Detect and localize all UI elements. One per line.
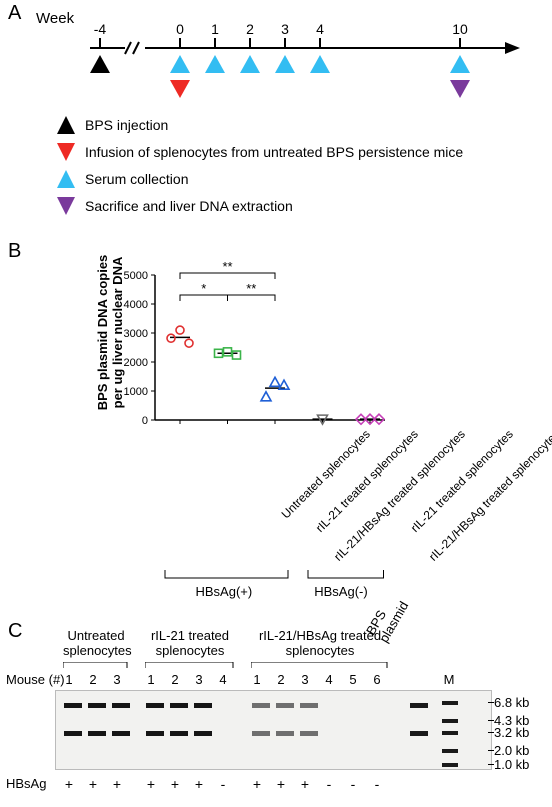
panel-c-label: C: [8, 620, 22, 643]
legend-item: BPS injection: [55, 115, 168, 135]
legend-item: Serum collection: [55, 169, 189, 189]
hbsag-sign: +: [83, 776, 103, 792]
kb-label: 1.0 kb: [494, 757, 529, 772]
svg-text:*: *: [201, 281, 206, 296]
hbsag-sign: +: [165, 776, 185, 792]
group-bracket-label: HBsAg(+): [196, 584, 253, 599]
hbsag-sign: +: [107, 776, 127, 792]
kb-label: 2.0 kb: [494, 743, 529, 758]
svg-text:**: **: [222, 259, 232, 274]
hbsag-sign: -: [367, 776, 387, 792]
svg-text:10: 10: [452, 21, 468, 37]
lane-number: 1: [247, 672, 267, 687]
hbsag-sign: -: [213, 776, 233, 792]
lane-number: 6: [367, 672, 387, 687]
gel-image: [55, 690, 492, 770]
timeline: -4 0 1 2 3 4 10: [0, 0, 552, 110]
gel-group-header: rIL-21 treatedsplenocytes: [145, 628, 235, 658]
lane-number: 2: [83, 672, 103, 687]
kb-label: 3.2 kb: [494, 725, 529, 740]
hbsag-sign: +: [189, 776, 209, 792]
lane-number: 4: [213, 672, 233, 687]
hbsag-sign: +: [247, 776, 267, 792]
hbsag-sign: +: [141, 776, 161, 792]
lane-number: 5: [343, 672, 363, 687]
lane-number: 3: [295, 672, 315, 687]
mouse-number-label: Mouse (#): [6, 672, 65, 687]
svg-text:0: 0: [142, 415, 148, 427]
svg-text:1000: 1000: [124, 386, 148, 398]
svg-text:2: 2: [246, 21, 254, 37]
legend-item: Sacrifice and liver DNA extraction: [55, 196, 293, 216]
svg-text:4000: 4000: [124, 299, 148, 311]
scatter-plot: 010002000300040005000*****: [110, 255, 410, 430]
hbsag-sign: +: [271, 776, 291, 792]
svg-text:3000: 3000: [124, 328, 148, 340]
lane-number: 1: [141, 672, 161, 687]
y-axis-label: BPS plasmid DNA copiesper ug liver nucle…: [95, 250, 125, 415]
svg-text:3: 3: [281, 21, 289, 37]
hbsag-sign: +: [59, 776, 79, 792]
svg-text:**: **: [246, 281, 256, 296]
hbsag-label: HBsAg: [6, 776, 46, 791]
svg-text:-4: -4: [94, 21, 107, 37]
svg-text:0: 0: [176, 21, 184, 37]
svg-text:2000: 2000: [124, 357, 148, 369]
lane-number: 2: [271, 672, 291, 687]
ladder-label: M: [439, 672, 459, 687]
group-bracket-label: HBsAg(-): [314, 584, 367, 599]
svg-text:1: 1: [211, 21, 219, 37]
lane-number: 1: [59, 672, 79, 687]
hbsag-sign: +: [295, 776, 315, 792]
panel-b-label: B: [8, 240, 21, 263]
lane-number: 3: [107, 672, 127, 687]
svg-text:5000: 5000: [124, 270, 148, 282]
hbsag-sign: -: [319, 776, 339, 792]
lane-number: 3: [189, 672, 209, 687]
lane-number: 2: [165, 672, 185, 687]
gel-group-header: Untreatedsplenocytes: [63, 628, 129, 658]
legend-item: Infusion of splenocytes from untreated B…: [55, 142, 463, 162]
svg-text:4: 4: [316, 21, 324, 37]
kb-label: 6.8 kb: [494, 695, 529, 710]
lane-number: 4: [319, 672, 339, 687]
hbsag-sign: -: [343, 776, 363, 792]
